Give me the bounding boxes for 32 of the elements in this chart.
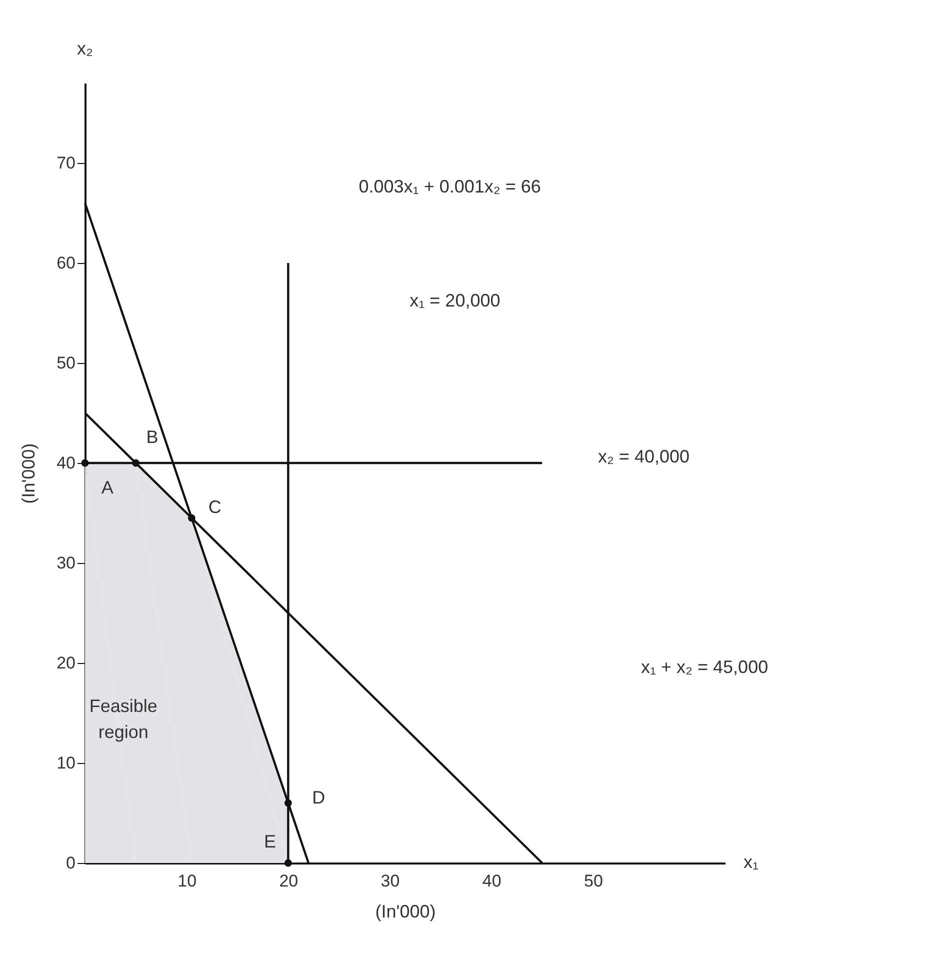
point xyxy=(284,859,292,867)
point xyxy=(81,459,89,467)
y-tick-label: 0 xyxy=(66,854,76,872)
x-tick-label: 10 xyxy=(178,872,197,890)
y-tick-label: 40 xyxy=(56,454,76,472)
text: x₁ xyxy=(743,852,759,872)
y-tick-label: 30 xyxy=(56,554,76,572)
y-tick-label: 70 xyxy=(56,154,76,172)
point xyxy=(188,514,196,522)
annotation: x₁ + x₂ = 45,000 xyxy=(640,657,768,677)
annotation: E xyxy=(264,832,276,852)
text: x₂ xyxy=(77,38,93,58)
annotation: x₁ = 20,000 xyxy=(410,290,500,310)
annotation: Feasible region xyxy=(89,696,158,742)
x-axis-title: (In'000) xyxy=(375,902,436,922)
x-tick-label: 30 xyxy=(380,872,400,890)
y-tick-label: 10 xyxy=(56,754,76,772)
annotation: D xyxy=(312,787,326,808)
y-tick-label: 20 xyxy=(56,654,76,672)
y-axis-title: (In'000) xyxy=(18,443,39,504)
x-tick-label: 20 xyxy=(279,872,298,890)
annotation: A xyxy=(101,478,114,498)
x-tick-label: 40 xyxy=(482,872,502,890)
point xyxy=(284,799,292,807)
point xyxy=(132,459,140,467)
annotation: 0.003x₁ + 0.001x₂ = 66 xyxy=(358,176,541,197)
annotation: B xyxy=(146,426,158,447)
annotation: C xyxy=(208,497,222,518)
y-tick-label: 50 xyxy=(56,354,76,372)
y-tick-label: 60 xyxy=(56,254,76,272)
x-tick-label: 50 xyxy=(584,872,603,890)
annotation: x₂ = 40,000 xyxy=(598,446,690,466)
